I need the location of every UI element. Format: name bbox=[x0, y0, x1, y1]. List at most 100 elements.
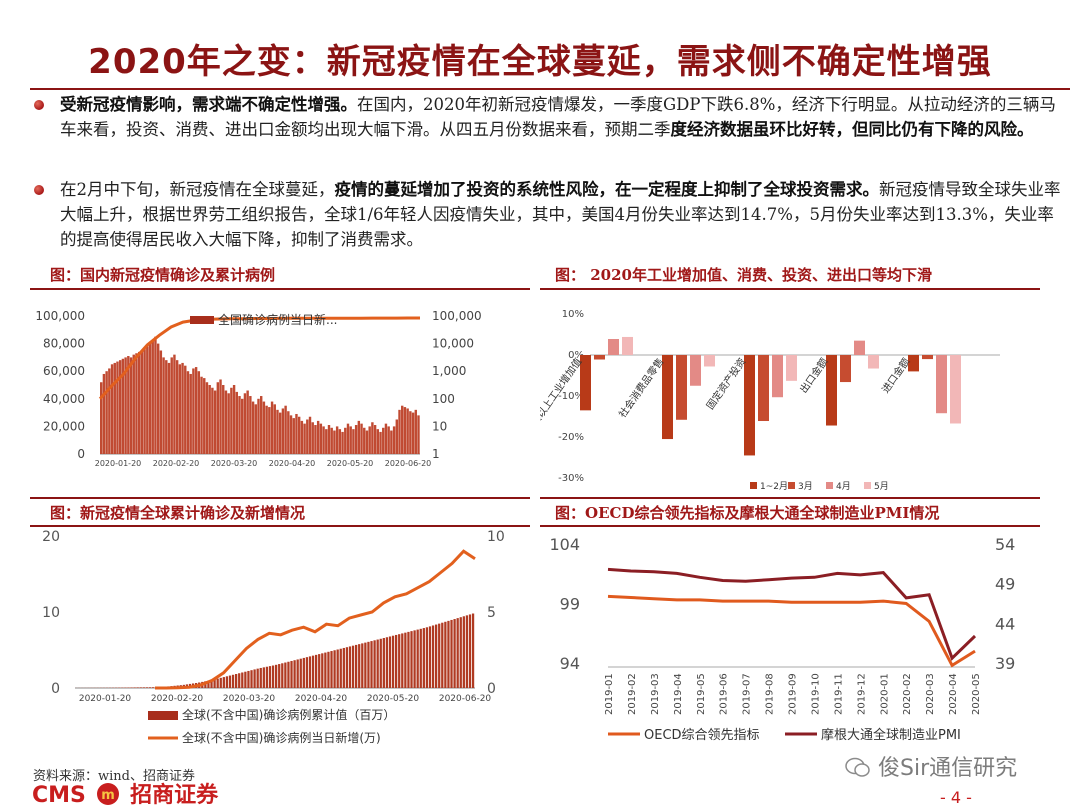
bar-cumulative bbox=[296, 659, 299, 688]
y-left-tick: 100,000 bbox=[35, 309, 85, 323]
bar-cumulative bbox=[435, 624, 438, 688]
bar-daily bbox=[156, 343, 160, 454]
bar-daily bbox=[227, 393, 230, 454]
bar-daily bbox=[151, 340, 154, 454]
chart-domestic-cases: 100,000 80,000 60,000 40,000 20,000 0 100,000 1… bbox=[35, 309, 482, 468]
bar-daily bbox=[197, 371, 201, 454]
bar-daily bbox=[417, 415, 420, 454]
bar-cumulative bbox=[228, 675, 232, 688]
bar-cumulative bbox=[210, 680, 213, 688]
bar-daily bbox=[211, 387, 214, 454]
bar-3月 bbox=[840, 355, 851, 383]
bar-cumulative bbox=[327, 651, 330, 688]
x-tick: 2020-03-20 bbox=[211, 459, 258, 468]
x-tick: 2020-04 bbox=[948, 673, 959, 715]
y-right-tick: 100,000 bbox=[432, 309, 482, 323]
x-tick: 2020-01-20 bbox=[95, 459, 142, 468]
bar-cumulative bbox=[222, 677, 225, 688]
bar-cumulative bbox=[216, 678, 219, 688]
bar-cumulative bbox=[441, 622, 444, 688]
bar-daily bbox=[178, 364, 182, 454]
bullet-dot-1 bbox=[34, 100, 44, 110]
bar-cumulative bbox=[395, 634, 398, 688]
bullet-2-p2: 新冠疫情导致全球失业率大幅上升，根据世界劳工组织报告，全球1/6年轻人因疫情失业… bbox=[60, 180, 1061, 249]
y-right-tick: 10 bbox=[432, 419, 447, 433]
cms-logo: CMS m 招商证券 bbox=[32, 777, 292, 808]
bar-daily bbox=[262, 401, 266, 454]
bar-cumulative bbox=[379, 638, 382, 688]
bar-daily bbox=[175, 360, 179, 454]
bar-daily bbox=[224, 390, 228, 454]
bar-daily bbox=[132, 354, 135, 454]
bar-daily bbox=[222, 385, 225, 454]
x-tick: 2020-02-20 bbox=[151, 694, 204, 704]
bar-daily bbox=[333, 430, 336, 454]
bar-cumulative bbox=[444, 621, 447, 688]
y-tick: -10% bbox=[558, 391, 584, 402]
bar-cumulative bbox=[262, 667, 265, 688]
bar-cumulative bbox=[410, 631, 413, 688]
y-right-tick: 100 bbox=[432, 392, 455, 406]
y-left-tick: 104 bbox=[549, 535, 580, 554]
bar-cumulative bbox=[425, 627, 429, 688]
bar-cumulative bbox=[373, 640, 376, 688]
bar-cumulative bbox=[416, 629, 419, 688]
bar-cumulative bbox=[308, 656, 312, 688]
x-tick: 2019-10 bbox=[810, 673, 821, 715]
y-right-tick: 39 bbox=[995, 654, 1015, 673]
y-left-tick: 20,000 bbox=[43, 419, 85, 433]
bar-daily bbox=[189, 373, 192, 454]
bar-daily bbox=[292, 418, 295, 454]
bar-daily bbox=[373, 425, 377, 454]
bar-cumulative bbox=[130, 687, 133, 688]
legend-swatch bbox=[788, 482, 795, 489]
bar-daily bbox=[249, 396, 252, 454]
bar-cumulative bbox=[385, 637, 389, 688]
bar-daily bbox=[284, 405, 287, 454]
bar-5月 bbox=[704, 355, 715, 367]
bar-cumulative bbox=[268, 666, 272, 688]
x-tick: 2020-01-20 bbox=[79, 694, 132, 704]
bar-daily bbox=[110, 364, 114, 454]
title-divider bbox=[30, 88, 1070, 90]
bar-daily bbox=[322, 426, 325, 454]
legend-swatch bbox=[190, 316, 214, 324]
bar-daily bbox=[281, 408, 285, 454]
bar-cumulative bbox=[321, 653, 324, 688]
bar-daily bbox=[297, 416, 301, 454]
bar-cumulative bbox=[431, 625, 435, 688]
bar-cumulative bbox=[333, 650, 336, 688]
bar-cumulative bbox=[275, 664, 278, 688]
bar-daily bbox=[100, 382, 103, 454]
bar-daily bbox=[192, 368, 195, 454]
bar-daily bbox=[108, 368, 111, 454]
bar-cumulative bbox=[311, 655, 315, 688]
y-right-tick: 10,000 bbox=[432, 337, 474, 351]
bar-3月 bbox=[594, 355, 605, 360]
bar-1~2月 bbox=[826, 355, 837, 426]
bar-daily bbox=[278, 412, 282, 454]
bar-4月 bbox=[854, 340, 865, 355]
bullet-1-tail: 度经济数据虽环比好转，但同比仍有下降的风险。 bbox=[670, 120, 1034, 139]
legend-swatch bbox=[750, 482, 757, 489]
bar-cumulative bbox=[453, 619, 456, 688]
bar-cumulative bbox=[293, 660, 296, 688]
legend-label: OECD综合领先指标 bbox=[644, 728, 760, 743]
y-right-tick: 49 bbox=[995, 575, 1015, 594]
bar-cumulative bbox=[207, 680, 210, 688]
bar-cumulative bbox=[238, 673, 241, 688]
y-right-tick: 54 bbox=[995, 535, 1015, 554]
bar-cumulative bbox=[241, 672, 244, 688]
logo-cn-text: 招商证券 bbox=[130, 783, 219, 808]
line-cumulative bbox=[98, 316, 420, 400]
bar-cumulative bbox=[324, 652, 327, 688]
y-left-tick: 20 bbox=[42, 529, 60, 545]
y-left-tick: 94 bbox=[560, 654, 580, 673]
bar-daily bbox=[257, 398, 260, 454]
bar-4月 bbox=[690, 355, 701, 386]
y-tick: -30% bbox=[558, 473, 584, 484]
bar-daily bbox=[295, 413, 298, 454]
x-tick: 2019-02 bbox=[627, 673, 638, 715]
page-title: 2020年之变：新冠疫情在全球蔓延，需求侧不确定性增强 bbox=[88, 42, 992, 82]
bar-1~2月 bbox=[580, 355, 591, 411]
